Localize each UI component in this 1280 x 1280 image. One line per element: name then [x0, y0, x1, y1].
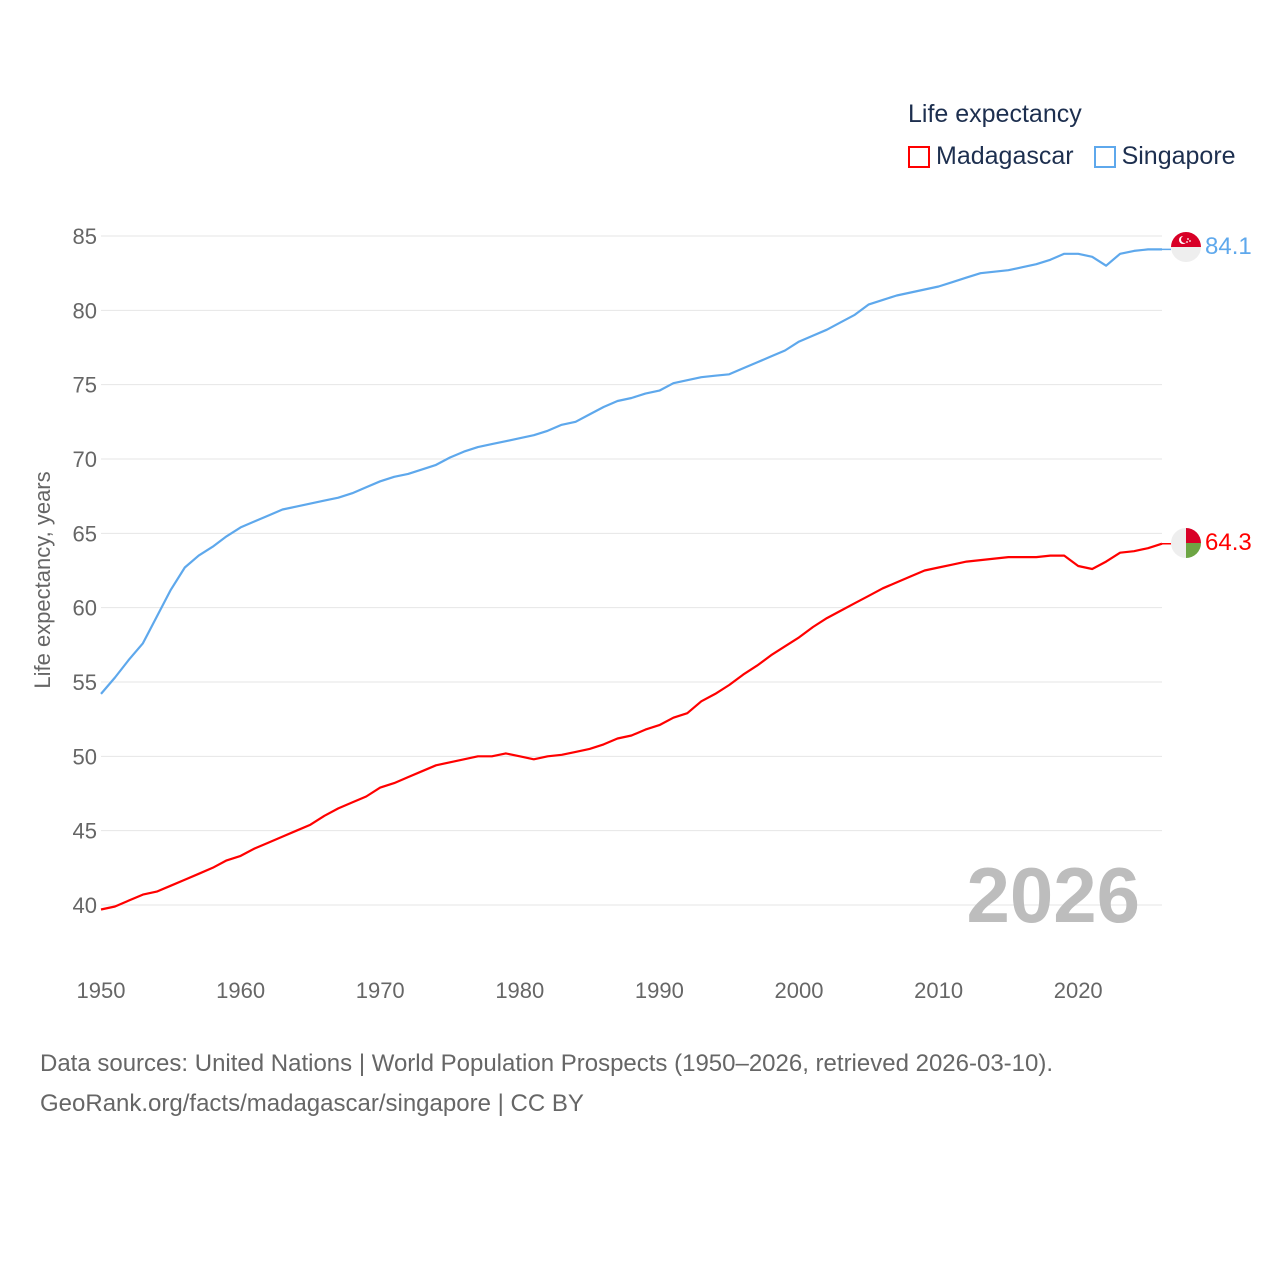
y-tick-label: 80	[73, 298, 97, 323]
madagascar-end-label: 64.3	[1205, 529, 1252, 556]
attribution-link[interactable]: GeoRank.org/facts/madagascar/singapore |…	[40, 1090, 584, 1117]
x-tick-label: 1950	[77, 978, 126, 1003]
x-tick-label: 2010	[914, 978, 963, 1003]
x-tick-label: 2000	[775, 978, 824, 1003]
legend-item-singapore[interactable]: Singapore	[1093, 142, 1236, 171]
x-tick-label: 1970	[356, 978, 405, 1003]
y-tick-label: 65	[73, 521, 97, 546]
singapore-flag-icon	[1171, 232, 1201, 262]
y-tick-label: 85	[73, 224, 97, 249]
legend: Madagascar Singapore	[908, 142, 1236, 171]
data-source-text: Data sources: United Nations | World Pop…	[40, 1050, 1054, 1077]
y-axis: 40 45 50 55 60 65 70 75 80 85	[73, 224, 97, 918]
x-tick-label: 1990	[635, 978, 684, 1003]
singapore-end-label: 84.1	[1205, 233, 1252, 260]
legend-title: Life expectancy	[908, 100, 1082, 128]
series-lines	[100, 248, 1171, 911]
year-watermark: 2026	[966, 851, 1140, 939]
grid	[101, 235, 1162, 906]
x-tick-label: 2020	[1054, 978, 1103, 1003]
y-tick-label: 70	[73, 447, 97, 472]
x-tick-label: 1980	[495, 978, 544, 1003]
series-line-singapore	[100, 248, 1162, 695]
madagascar-flag-icon	[1171, 528, 1201, 558]
y-tick-label: 40	[73, 893, 97, 918]
x-axis: 1950 1960 1970 1980 1990 2000 2010 2020	[77, 978, 1103, 1003]
y-tick-label: 60	[73, 596, 97, 621]
footer: Data sources: United Nations | World Pop…	[40, 1044, 1053, 1124]
y-tick-label: 50	[73, 744, 97, 769]
legend-item-madagascar[interactable]: Madagascar	[908, 142, 1074, 171]
x-tick-label: 1960	[216, 978, 265, 1003]
legend-swatch-singapore	[1093, 145, 1116, 168]
y-tick-label: 45	[73, 819, 97, 844]
y-tick-label: 75	[73, 373, 97, 398]
series-line-madagascar	[100, 542, 1163, 911]
y-tick-label: 55	[73, 670, 97, 695]
legend-swatch-madagascar	[908, 145, 930, 168]
legend-label: Singapore	[1121, 142, 1236, 170]
y-axis-label: Life expectancy, years	[30, 471, 55, 688]
legend-label: Madagascar	[936, 142, 1074, 170]
